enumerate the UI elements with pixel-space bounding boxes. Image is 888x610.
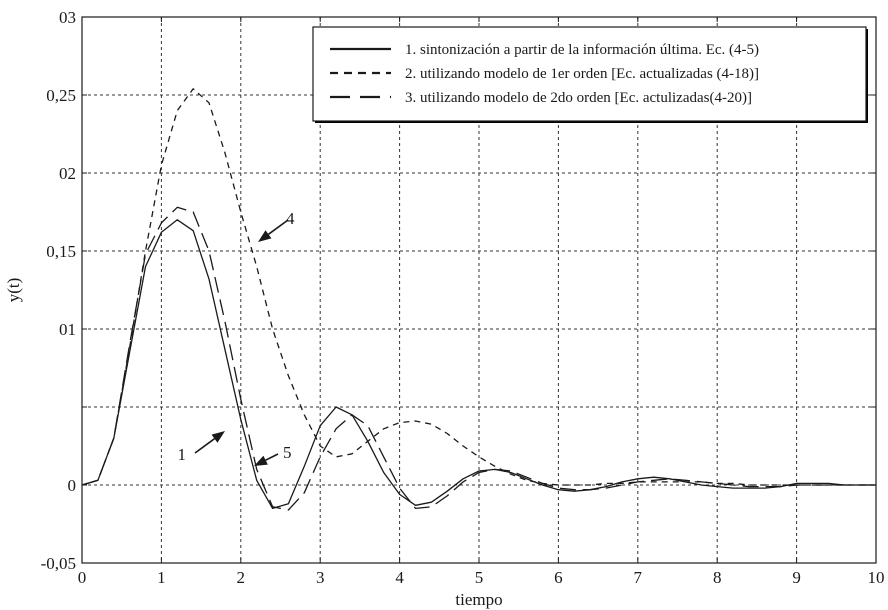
x-tick-label-1: 1 bbox=[157, 568, 166, 587]
annotation-arrow-shaft-1 bbox=[194, 438, 215, 454]
legend-entry-3: 3. utilizando modelo de 2do orden [Ec. a… bbox=[405, 90, 752, 106]
annotation-label-4: 4 bbox=[286, 209, 295, 228]
series-line-2 bbox=[81, 88, 876, 486]
legend: 1. sintonización a partir de la informac… bbox=[312, 26, 868, 123]
annotation-label-1: 1 bbox=[178, 445, 187, 464]
x-tick-label-9: 9 bbox=[792, 568, 801, 587]
x-tick-label-5: 5 bbox=[475, 568, 484, 587]
x-axis-label: tiempo bbox=[455, 590, 502, 609]
legend-box bbox=[312, 26, 867, 122]
y-tick-label-6: 0,25 bbox=[46, 86, 76, 105]
y-tick-label-4: 0,15 bbox=[46, 242, 76, 261]
x-tick-label-3: 3 bbox=[316, 568, 325, 587]
y-tick-label-1: 0 bbox=[68, 476, 77, 495]
x-tick-label-4: 4 bbox=[395, 568, 404, 587]
annotation-arrow-shaft-5 bbox=[265, 453, 279, 461]
x-tick-label-0: 0 bbox=[78, 568, 87, 587]
y-tick-label-7: 03 bbox=[59, 8, 76, 27]
annotation-label-5: 5 bbox=[283, 443, 292, 462]
series-line-1 bbox=[81, 219, 876, 510]
series-layer bbox=[81, 88, 876, 511]
series-line-3 bbox=[81, 206, 876, 511]
x-tick-label-8: 8 bbox=[713, 568, 722, 587]
y-tick-label-3: 01 bbox=[59, 320, 76, 339]
annotation-arrow-shaft-4 bbox=[268, 219, 289, 235]
x-tick-label-6: 6 bbox=[554, 568, 563, 587]
annotation-arrow-head-1 bbox=[211, 431, 225, 443]
x-tick-label-7: 7 bbox=[634, 568, 643, 587]
annotation-arrow-head-4 bbox=[258, 230, 272, 242]
legend-entry-1: 1. sintonización a partir de la informac… bbox=[405, 42, 759, 58]
annotation-arrow-head-5 bbox=[254, 455, 268, 466]
y-axis-label: y(t) bbox=[4, 278, 23, 303]
x-tick-label-10: 10 bbox=[868, 568, 885, 587]
annotations: 4 1 5 bbox=[178, 209, 295, 466]
x-tick-label-2: 2 bbox=[237, 568, 246, 587]
y-tick-label-5: 02 bbox=[59, 164, 76, 183]
legend-entry-2: 2. utilizando modelo de 1er orden [Ec. a… bbox=[405, 66, 759, 82]
y-tick-label-0: -0,05 bbox=[41, 554, 76, 573]
